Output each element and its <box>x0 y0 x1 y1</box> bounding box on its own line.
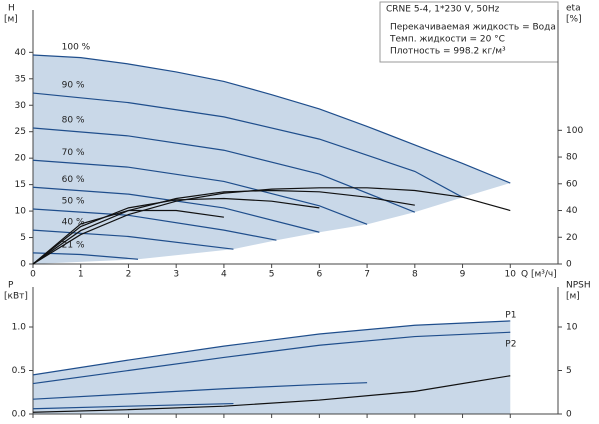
y2-tick-label: 10 <box>566 323 578 333</box>
operating-range <box>33 54 511 264</box>
curve-label: 50 % <box>62 196 85 206</box>
y-tick-label: 0 <box>20 260 26 270</box>
y-axis-unit: [м] <box>4 15 18 25</box>
secondary-curve <box>32 187 511 265</box>
x-tick-label: 1 <box>78 270 84 280</box>
y2-tick-label: 20 <box>566 233 578 243</box>
y-tick-label: 25 <box>15 127 26 137</box>
curve <box>32 402 234 410</box>
operating-range <box>33 320 511 414</box>
x-tick-label: 8 <box>412 270 418 280</box>
curve <box>32 331 511 385</box>
y-tick-label: 15 <box>15 180 26 190</box>
curve <box>32 208 277 241</box>
y-tick-label: 10 <box>15 207 27 217</box>
curve-label: 70 % <box>62 148 85 158</box>
y2-axis-label: eta <box>566 4 581 14</box>
x-tick-label: 4 <box>221 270 227 280</box>
curve <box>32 127 416 213</box>
y2-tick-label: 5 <box>566 366 572 376</box>
y-tick-label: 1.0 <box>12 323 27 333</box>
curve <box>32 229 234 250</box>
y-tick-label: 0.0 <box>12 410 27 420</box>
curve-label: P2 <box>505 340 516 350</box>
curve-label: 60 % <box>62 175 85 185</box>
secondary-curve <box>32 189 415 265</box>
curve <box>32 159 368 225</box>
secondary-curve <box>32 197 320 265</box>
x-tick-label: 0 <box>30 270 36 280</box>
curve-label: 21 % <box>62 240 85 250</box>
x-tick-label: 2 <box>126 270 132 280</box>
y-tick-label: 5 <box>20 233 26 243</box>
curve-label: P1 <box>505 310 516 320</box>
info-box <box>379 1 559 63</box>
y2-axis-unit: [м] <box>566 292 580 302</box>
y-tick-label: 20 <box>15 154 27 164</box>
curve-label: 40 % <box>62 218 85 228</box>
secondary-curve <box>32 209 224 265</box>
y2-tick-label: 40 <box>566 206 578 216</box>
annotation: Плотность = 998.2 кг/м³ <box>390 47 506 57</box>
curve <box>32 54 511 184</box>
curve-label: 100 % <box>62 42 91 52</box>
chart-title: CRNE 5-4, 1*230 V, 50Hz <box>386 5 500 15</box>
x-tick-label: 6 <box>316 270 322 280</box>
y-axis-label: H <box>8 4 15 14</box>
annotation: Темп. жидкости = 20 °C <box>389 35 505 45</box>
curve-label: 90 % <box>62 81 85 91</box>
x-tick-label: 9 <box>460 270 466 280</box>
y-axis-unit: [кВт] <box>4 292 28 302</box>
y-tick-label: 30 <box>15 101 27 111</box>
y2-tick-label: 0 <box>566 410 572 420</box>
y-tick-label: 40 <box>15 48 27 58</box>
x-axis-label: Q [м³/ч] <box>521 270 557 280</box>
x-tick-label: 7 <box>364 270 370 280</box>
y2-axis-label: NPSH <box>566 281 591 291</box>
curve <box>32 382 368 400</box>
x-tick-label: 5 <box>269 270 275 280</box>
secondary-curve <box>32 375 511 413</box>
y2-tick-label: 0 <box>566 260 572 270</box>
curve <box>32 320 511 376</box>
x-tick-label: 10 <box>505 270 517 280</box>
annotation: Перекачиваемая жидкость = Вода <box>390 23 556 33</box>
y-tick-label: 0.5 <box>12 366 26 376</box>
y2-axis-unit: [%] <box>566 15 582 25</box>
curve-label: 80 % <box>62 116 85 126</box>
y-axis-label: P <box>8 281 14 291</box>
curve <box>32 92 463 198</box>
y-tick-label: 35 <box>15 74 26 84</box>
y2-tick-label: 80 <box>566 153 578 163</box>
y2-tick-label: 60 <box>566 179 578 189</box>
y2-tick-label: 100 <box>566 126 583 136</box>
x-tick-label: 3 <box>173 270 179 280</box>
